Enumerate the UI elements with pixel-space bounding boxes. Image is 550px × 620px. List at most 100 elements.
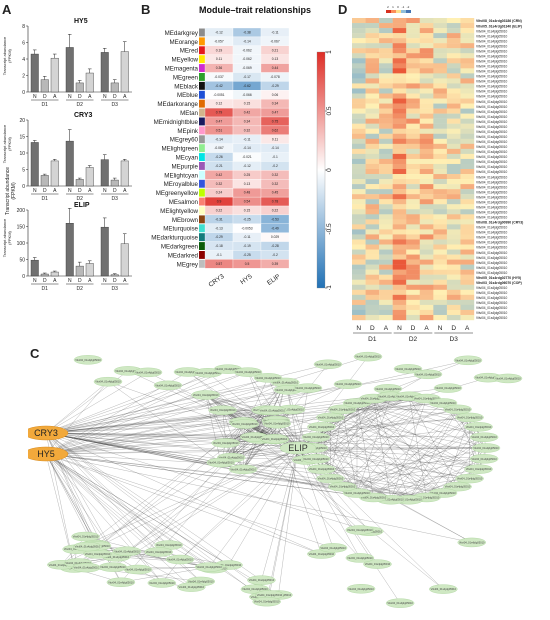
network-edge [373,426,479,498]
network-node: Vitvi04_01s4jdg05010 [307,464,336,474]
node-label: Vitvi04_01s4jdg05010 [232,422,258,426]
heatmap-cell [379,234,393,240]
node-ellipse [98,562,128,572]
node-label: Vitvi04_01s4jdg05010 [230,467,256,471]
heatmap-cell [406,108,420,114]
module-color-swatch [199,46,205,55]
heatmap-cell [446,219,461,225]
network-edge [45,447,487,455]
node-ellipse [471,443,501,453]
heatmap-cell [446,33,461,39]
colorbar-tick-label: 1 [326,50,333,54]
heatmap-cell [379,28,393,34]
node-label: Vitvi04_01s4jdg05010 [215,367,241,371]
heatmap-cell [406,224,420,230]
heatmap-cell [365,204,380,210]
network-edge [45,369,229,455]
bar [100,52,109,93]
cell-value: 0.13 [272,57,279,61]
heatmap-cell [419,284,434,290]
heatmap-cell [419,88,434,94]
gene-label: Vitvi04_01s4jdg05010 [476,306,508,310]
network-node: Vitvi04_01s4jdg05010 [206,457,236,468]
node-label: Vitvi04_01s4jdg05010 [320,546,346,550]
module-color-swatch [199,135,205,144]
heatmap-cell [365,153,380,160]
y-tick-label: 8 [22,24,25,30]
x-tick-label: N [68,188,72,194]
y-tick-label: 200 [17,208,26,214]
panel-b-module-trait-heatmap: Module–trait relationships MEdarkgrey -0.1… [151,5,333,290]
module-label: MEgrey60 [170,137,199,144]
heatmap-cell [352,18,366,24]
network-edge [45,423,245,434]
node-ellipse [228,464,258,475]
bar [75,82,84,93]
heatmap-cell [365,234,380,240]
node-ellipse [345,525,374,535]
node-label: Vitvi04_01s4jdg05010 [95,380,121,384]
cell-value: -0.078 [270,75,280,79]
network-edge [342,409,485,459]
heatmap-cell [352,304,366,311]
node-ellipse [73,541,102,552]
cell-value: 0.15 [244,102,251,106]
heatmap-cell [352,158,366,165]
cell-value: 0.34 [244,119,251,123]
node-ellipse [316,412,345,423]
heatmap-cell [352,184,366,190]
heatmap-cell [352,209,366,215]
scale-swatch [401,10,406,13]
heatmap-cell [379,83,393,89]
heatmap-cell [406,174,420,180]
heatmap-cell [392,158,407,165]
cell-value: 0.22 [216,208,223,212]
node-label: Vitvi04_01s4jdg05010 [218,456,244,460]
heatmap-cell [433,128,448,134]
network-node: Vitvi04_01s4jdg05010 [165,554,195,565]
cell-value: -0.037 [214,75,224,79]
heatmap-title: Module–trait relationships [199,5,311,15]
bar [100,159,109,187]
heatmap-cell [446,169,461,175]
cell-value: 0.21 [272,48,279,52]
node-label: Vitvi04_01s4jdg05010 [114,549,140,553]
node-ellipse [345,553,375,563]
module-row: MEorange -0.057 -0.14 -0.067 [169,36,290,46]
y-tick-label: 6 [22,40,25,46]
cell-value: -0.18 [215,244,223,248]
heatmap-cell [446,28,461,34]
node-label: Vitvi04_01s4jdg05010 [273,380,299,384]
gene-label: Vitvi04_01s4jdg05010 [476,316,508,320]
cell-value: -0.25 [243,253,251,257]
heatmap-cell [406,43,420,49]
network-edge [356,402,485,438]
module-color-swatch [199,37,205,46]
heatmap-cell [365,113,380,119]
network-node: Vitvi04_01s4jdg05010 [464,422,493,432]
node-ellipse [247,575,276,585]
y-tick-label: 4 [22,57,25,63]
heatmap-cell [460,184,475,190]
network-node: Vitvi04_01s4jdg05010 [464,464,493,474]
heatmap-cell [419,184,434,190]
network-edge [120,567,210,583]
gene-label: Vitvi04_01s4jdg05010 [476,246,508,250]
heatmap-cell [446,23,461,29]
node-ellipse [385,598,415,608]
network-edge [231,382,286,458]
network-edge [321,458,485,470]
module-label: MEmidnightblue [154,119,199,126]
scale-label: -1 [402,5,405,9]
y-tick-label: 0 [22,90,25,96]
heatmap-cell [379,269,393,275]
group-label: D1 [42,196,49,202]
node-ellipse [313,359,343,370]
network-edge [390,409,458,500]
heatmap-cell [365,93,380,99]
heatmap-cell [419,294,434,301]
heatmap-cell [433,158,448,165]
gene-label: Vitvi04_01s4jdg05010 [476,125,508,129]
network-edge [209,447,299,568]
heatmap-cell [365,123,380,129]
